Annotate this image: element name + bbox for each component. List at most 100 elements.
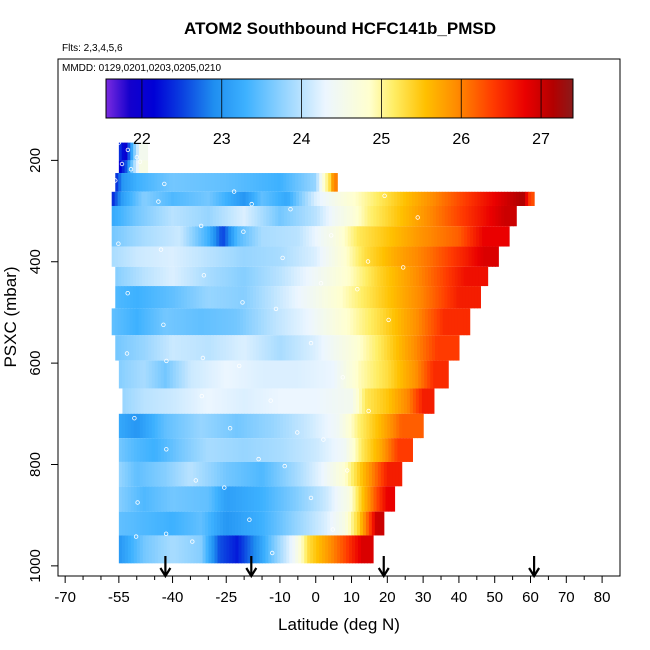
heat-cell xyxy=(384,286,389,309)
heat-cell xyxy=(347,308,351,336)
heat-cell xyxy=(354,413,359,439)
heat-cell xyxy=(245,308,250,336)
heat-cell xyxy=(241,486,246,512)
heat-cell xyxy=(349,205,354,227)
heat-cell xyxy=(157,438,162,462)
heat-cell xyxy=(156,308,161,336)
heat-cell xyxy=(387,413,391,439)
heat-cell xyxy=(351,461,355,487)
heat-cell xyxy=(194,205,199,227)
heat-cell xyxy=(176,388,180,414)
heat-cell xyxy=(197,205,202,227)
heat-cell xyxy=(154,173,158,192)
heat-cell xyxy=(474,191,479,206)
colorbar-tick-label: 27 xyxy=(532,131,550,148)
heat-cell xyxy=(323,266,328,287)
heat-cell xyxy=(389,226,394,247)
heat-cell xyxy=(328,246,333,267)
heat-cell xyxy=(300,511,304,536)
heat-cell xyxy=(196,413,200,439)
heat-cell xyxy=(273,511,278,536)
heat-cell xyxy=(322,486,327,512)
heat-cell xyxy=(159,246,163,267)
heat-cell xyxy=(255,226,259,247)
heat-cell xyxy=(273,286,278,309)
heat-cell xyxy=(310,360,315,389)
heat-cell xyxy=(196,486,201,512)
heat-cell xyxy=(311,308,316,336)
heat-cell xyxy=(326,388,330,414)
heat-cell xyxy=(361,388,366,414)
heat-cell xyxy=(256,360,261,389)
heat-cell xyxy=(370,205,375,227)
heat-cell xyxy=(190,360,195,389)
heat-cell xyxy=(396,413,400,439)
heat-cell xyxy=(457,308,462,336)
heat-cell xyxy=(207,308,211,336)
heat-cell xyxy=(240,286,245,309)
heat-cell xyxy=(160,173,164,192)
heat-cell xyxy=(233,388,237,414)
heat-cell xyxy=(281,308,286,336)
heat-cell xyxy=(331,360,336,389)
heat-cell xyxy=(215,191,220,206)
heat-cell xyxy=(240,511,245,536)
heat-cell xyxy=(192,205,196,227)
heat-cell xyxy=(387,335,391,361)
heat-cell xyxy=(275,388,279,414)
heat-cell xyxy=(214,461,218,487)
heat-cell xyxy=(231,266,236,287)
heat-cell xyxy=(273,226,277,247)
heat-cell xyxy=(295,486,300,512)
heat-cell xyxy=(229,535,234,564)
heat-cell xyxy=(474,205,479,227)
heat-cell xyxy=(198,266,203,287)
heat-cell xyxy=(220,511,224,536)
heat-cell xyxy=(418,205,422,227)
heat-cell xyxy=(327,335,332,361)
y-tick-label: 200 xyxy=(27,148,44,173)
band-12 xyxy=(122,388,435,414)
heat-cell xyxy=(373,360,377,389)
heat-cell xyxy=(468,286,473,309)
heat-cell xyxy=(396,335,400,361)
heat-cell xyxy=(180,191,184,206)
heat-cell xyxy=(234,308,238,336)
heat-cell xyxy=(460,308,465,336)
heat-cell xyxy=(136,360,141,389)
heat-cell xyxy=(224,246,229,267)
heat-cell xyxy=(229,173,233,192)
heat-cell xyxy=(211,486,216,512)
heat-cell xyxy=(333,413,338,439)
heat-cell xyxy=(233,246,238,267)
heat-cell xyxy=(217,360,222,389)
heat-cell xyxy=(267,286,272,309)
heat-cell xyxy=(274,173,278,192)
heat-cell xyxy=(187,511,191,536)
heat-cell xyxy=(249,286,254,309)
heat-cell xyxy=(406,388,411,414)
heat-cell xyxy=(486,246,490,267)
heat-cell xyxy=(217,511,221,536)
heat-cell xyxy=(229,486,234,512)
colorbar-tick-label: 23 xyxy=(213,131,231,148)
heat-cell xyxy=(228,335,233,361)
heat-cell xyxy=(187,286,191,309)
heat-cell xyxy=(292,360,297,389)
heat-cell xyxy=(324,461,328,487)
heat-cell xyxy=(201,266,206,287)
heat-cell xyxy=(269,246,273,267)
heat-cell xyxy=(263,246,267,267)
heat-cell xyxy=(316,246,321,267)
heat-cell xyxy=(174,205,178,227)
heat-cell xyxy=(279,266,283,287)
heat-cell xyxy=(379,191,383,206)
heat-cell xyxy=(296,205,300,227)
heat-cell xyxy=(163,535,168,564)
heat-cell xyxy=(163,335,167,361)
heat-cell xyxy=(374,308,378,336)
heat-cell xyxy=(144,308,149,336)
heat-cell xyxy=(352,438,357,462)
heat-cell xyxy=(166,535,171,564)
heat-cell xyxy=(303,413,308,439)
